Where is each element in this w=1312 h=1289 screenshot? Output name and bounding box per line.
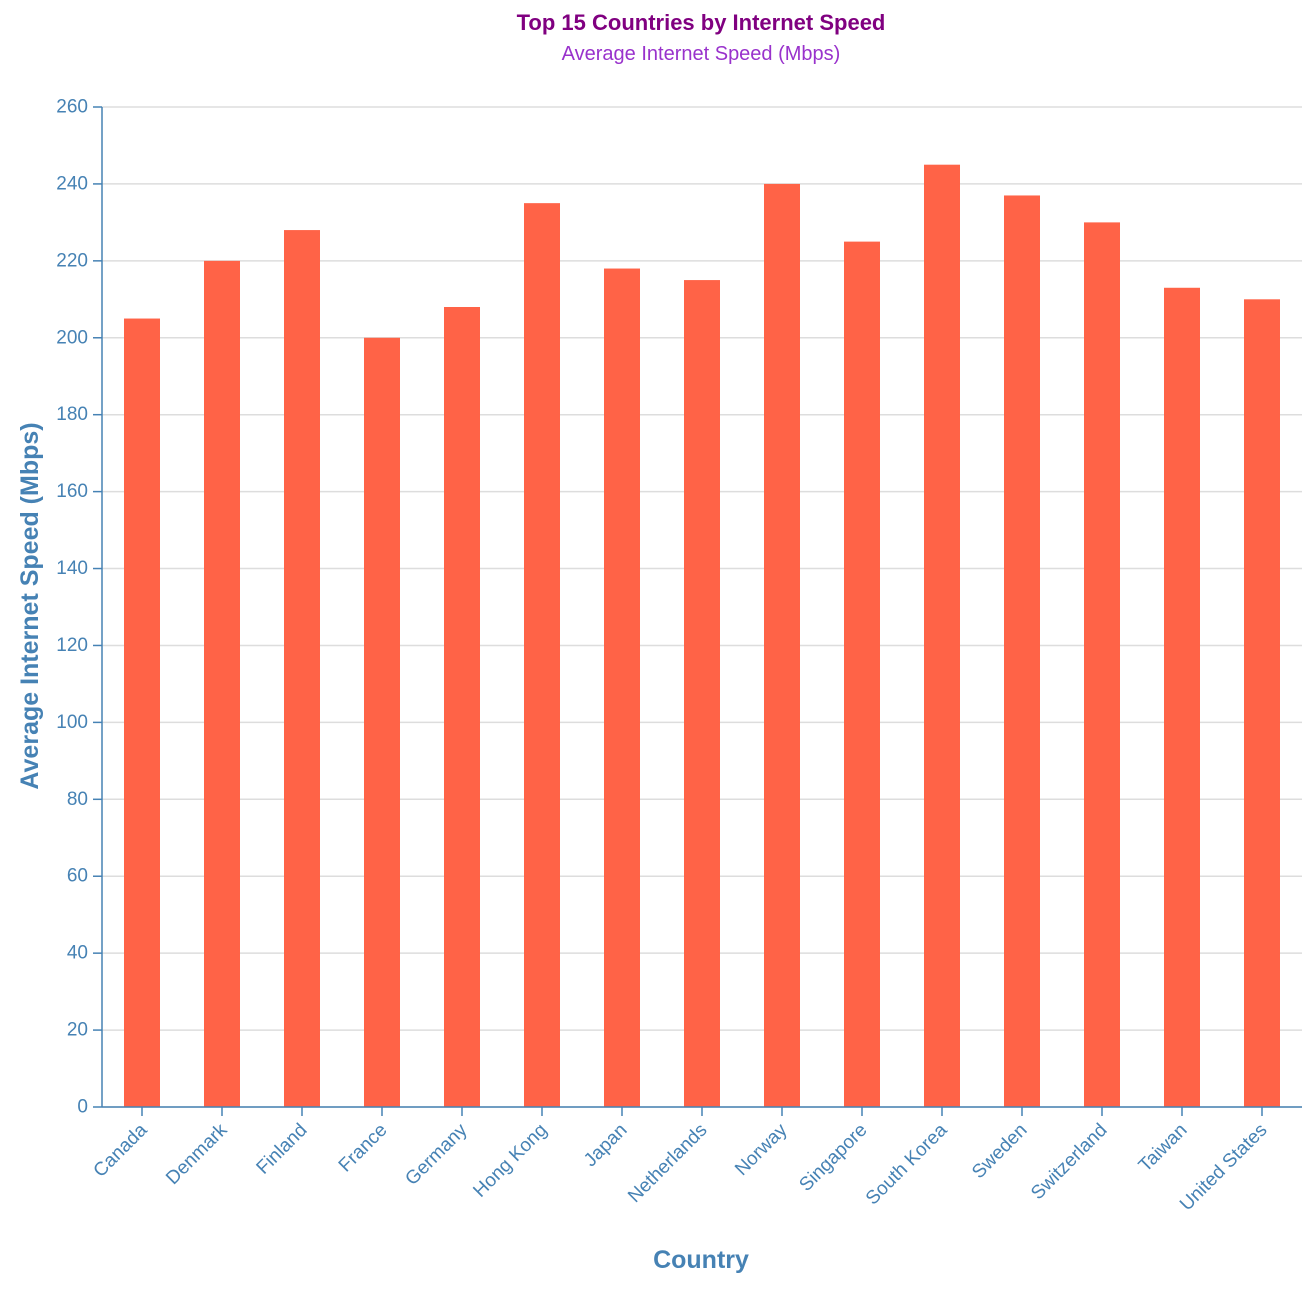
x-tick-label: Japan xyxy=(580,1120,631,1171)
x-tick-label: South Korea xyxy=(862,1119,952,1209)
chart-subtitle: Average Internet Speed (Mbps) xyxy=(562,43,841,65)
chart-title: Top 15 Countries by Internet Speed xyxy=(517,10,886,35)
bar xyxy=(364,337,400,1107)
x-tick-label: Singapore xyxy=(795,1120,871,1196)
x-axis-title: Country xyxy=(653,1246,749,1274)
y-tick-label: 220 xyxy=(56,250,88,271)
y-tick-label: 200 xyxy=(56,327,88,348)
bar xyxy=(604,268,640,1107)
x-tick-label: Taiwan xyxy=(1135,1120,1192,1177)
y-tick-label: 260 xyxy=(56,97,88,118)
bar xyxy=(444,307,480,1107)
bar xyxy=(844,241,880,1108)
y-tick-label: 60 xyxy=(67,866,88,887)
x-tick-label: Finland xyxy=(253,1120,312,1179)
y-tick-label: 0 xyxy=(77,1097,88,1118)
x-tick-label: Hong Kong xyxy=(469,1120,551,1202)
bar xyxy=(924,164,960,1107)
bar xyxy=(124,318,160,1107)
x-tick-label: Germany xyxy=(401,1119,471,1189)
y-tick-label: 40 xyxy=(67,943,88,964)
x-tick-label: Norway xyxy=(731,1119,792,1180)
bar xyxy=(684,280,720,1108)
bar xyxy=(1004,195,1040,1107)
x-tick-label: France xyxy=(335,1120,392,1177)
bar xyxy=(1084,222,1120,1107)
bar xyxy=(284,230,320,1108)
y-tick-label: 100 xyxy=(56,712,88,733)
bar xyxy=(524,203,560,1108)
bar xyxy=(1244,299,1280,1107)
y-tick-label: 120 xyxy=(56,635,88,656)
bar xyxy=(204,260,240,1107)
y-tick-label: 180 xyxy=(56,404,88,425)
y-tick-label: 80 xyxy=(67,789,88,810)
x-tick-label: Sweden xyxy=(968,1120,1031,1183)
y-axis-title: Average Internet Speed (Mbps) xyxy=(16,422,44,789)
x-tick-label: Canada xyxy=(90,1119,152,1181)
y-axis: 0 20 40 60 80 100 120 140 160 180 200 220 240 260 xyxy=(56,97,103,1118)
bars xyxy=(124,164,1280,1108)
x-tick-label: Netherlands xyxy=(624,1120,711,1207)
bar xyxy=(1164,287,1200,1107)
x-tick-label: Denmark xyxy=(162,1119,232,1189)
y-tick-label: 140 xyxy=(56,558,88,579)
y-tick-label: 160 xyxy=(56,481,88,502)
y-tick-label: 20 xyxy=(67,1020,88,1041)
y-tick-label: 240 xyxy=(56,173,88,194)
bar xyxy=(764,183,800,1107)
x-tick-label: Switzerland xyxy=(1027,1120,1111,1204)
